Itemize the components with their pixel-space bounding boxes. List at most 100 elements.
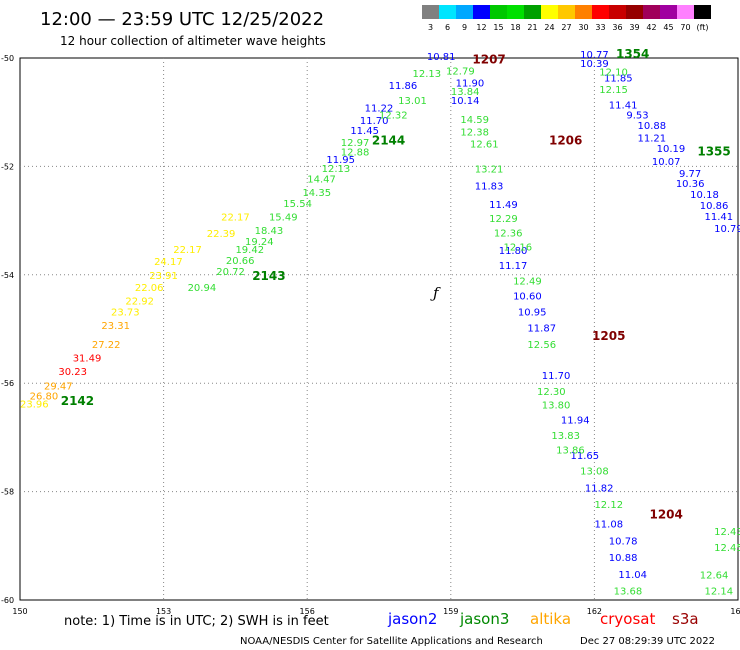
data-point-jason2: 11.08: [594, 519, 623, 530]
data-point-s3a: 23.73: [111, 307, 140, 318]
pass-label: 2144: [372, 134, 405, 148]
data-point-jason2: 11.83: [475, 182, 504, 193]
color-swatch: [524, 5, 541, 19]
mission-legend-jason3: jason3: [459, 610, 509, 628]
color-scale-tick: 6: [445, 23, 450, 32]
data-point-jason2: 11.70: [542, 371, 571, 382]
pass-label: 1355: [697, 145, 730, 159]
data-point-jason3: 13.21: [475, 164, 504, 175]
data-point-jason2: 10.77: [580, 50, 609, 61]
x-tick-label: 153: [156, 607, 171, 616]
data-point-jason3: 13.80: [542, 401, 571, 412]
mission-legend: jason2 jason3 altika cryosat s3a: [387, 610, 699, 628]
pass-label: 1205: [592, 329, 625, 343]
data-point-altika: 29.47: [44, 382, 73, 393]
color-scale-tick: 18: [510, 23, 520, 32]
data-point-s3a: 23.96: [20, 400, 49, 411]
data-point-jason3: 19.24: [245, 237, 274, 248]
x-tick-label: 150: [12, 607, 27, 616]
data-point-jason2: 10.18: [690, 190, 719, 201]
data-point-s3a: 22.17: [221, 213, 250, 224]
data-point-jason3: 12.56: [527, 340, 556, 351]
x-tick-label: 159: [443, 607, 458, 616]
y-tick-label: -52: [1, 162, 14, 171]
data-point-jason3: 20.94: [188, 283, 217, 294]
color-scale-tick: 15: [493, 23, 503, 32]
data-point-jason3: 20.66: [226, 256, 255, 267]
data-point-jason3: 12.88: [341, 148, 370, 159]
data-point-jason2: 10.36: [676, 179, 705, 190]
y-tick-label: -60: [1, 596, 14, 605]
data-point-jason2: 11.94: [561, 415, 590, 426]
color-scale-tick: 21: [527, 23, 537, 32]
color-swatch: [694, 5, 711, 19]
color-scale-tick: 12: [476, 23, 486, 32]
y-tick-label: -58: [1, 488, 14, 497]
data-point-jason3: 12.30: [537, 387, 566, 398]
data-point-jason2: 11.17: [499, 261, 528, 272]
footer-center: NOAA/NESDIS Center for Satellite Applica…: [240, 636, 543, 647]
data-point-jason3: 14.59: [460, 115, 489, 126]
color-scale-tick: 9: [462, 23, 467, 32]
data-point-jason2: 10.88: [609, 553, 638, 564]
data-point-jason3: 14.35: [302, 188, 331, 199]
color-swatch: [490, 5, 507, 19]
data-point-jason3: 20.72: [216, 267, 245, 278]
data-point-jason2: 11.87: [527, 324, 556, 335]
map-glyph: ƒ: [430, 284, 441, 302]
data-point-jason3: 12.97: [341, 138, 370, 149]
data-point-jason3: 12.61: [470, 139, 499, 150]
data-point-jason2: 11.86: [389, 81, 418, 92]
data-point-jason3: 14.47: [307, 175, 336, 186]
footer-timestamp: Dec 27 08:29:39 UTC 2022: [580, 636, 715, 647]
pass-labels: 2142 2143 2144 1207 1206 1205 1204 1354 1355: [61, 47, 731, 522]
data-point-s3a: 22.39: [207, 229, 236, 240]
color-swatch: [558, 5, 575, 19]
mission-legend-jason2: jason2: [387, 610, 437, 628]
color-swatch: [626, 5, 643, 19]
y-tick-label: -56: [1, 379, 14, 388]
color-swatch: [507, 5, 524, 19]
color-swatch: [456, 5, 473, 19]
units-note: note: 1) Time is in UTC; 2) SWH is in fe…: [64, 614, 329, 629]
color-scale-legend: 3 6 9 12 15 18 21 24 27 30 33 36 39 42 45 70 (ft): [422, 5, 711, 32]
data-point-jason2: 10.19: [657, 144, 686, 155]
color-swatch: [473, 5, 490, 19]
data-point-s3a: 22.17: [173, 245, 202, 256]
pass-label: 1204: [649, 508, 682, 522]
color-scale-tick: 30: [578, 23, 588, 32]
data-point-jason3: 12.14: [705, 587, 734, 598]
color-scale-tick: 39: [629, 23, 639, 32]
color-swatch: [422, 5, 439, 19]
data-point-jason3: 12.43: [714, 527, 740, 538]
data-point-cryosat: 31.49: [73, 354, 102, 365]
y-tick-label: -50: [1, 54, 14, 63]
data-point-jason2: 10.14: [451, 96, 480, 107]
color-scale-tick: 33: [595, 23, 605, 32]
color-swatch: [677, 5, 694, 19]
data-point-jason2: 10.86: [700, 201, 729, 212]
data-point-altika: 26.80: [30, 391, 59, 402]
data-point-jason3: 12.16: [503, 242, 532, 253]
data-point-jason2: 11.85: [604, 73, 633, 84]
color-scale-tick: 3: [428, 23, 433, 32]
color-swatch: [643, 5, 660, 19]
data-points: 10.8111.8611.2211.7011.4511.9511.9010.14…: [20, 50, 740, 598]
color-swatch: [541, 5, 558, 19]
mission-legend-cryosat: cryosat: [600, 610, 655, 628]
x-tick-label: 156: [300, 607, 315, 616]
data-point-jason2: 11.04: [618, 570, 647, 581]
mission-legend-altika: altika: [530, 610, 571, 628]
color-scale-tick: 27: [561, 23, 571, 32]
data-point-jason3: 15.49: [269, 213, 298, 224]
data-point-s3a: 24.17: [154, 257, 183, 268]
data-point-jason3: 12.13: [413, 69, 442, 80]
color-swatch: [575, 5, 592, 19]
data-point-jason3: 12.64: [700, 570, 729, 581]
data-point-jason2: 11.82: [585, 484, 614, 495]
data-point-jason2: 10.81: [427, 52, 456, 63]
plot-frame: [19, 57, 739, 601]
data-point-jason3: 12.49: [513, 277, 542, 288]
data-point-jason2: 11.90: [456, 79, 485, 90]
color-scale-tick: 42: [646, 23, 656, 32]
